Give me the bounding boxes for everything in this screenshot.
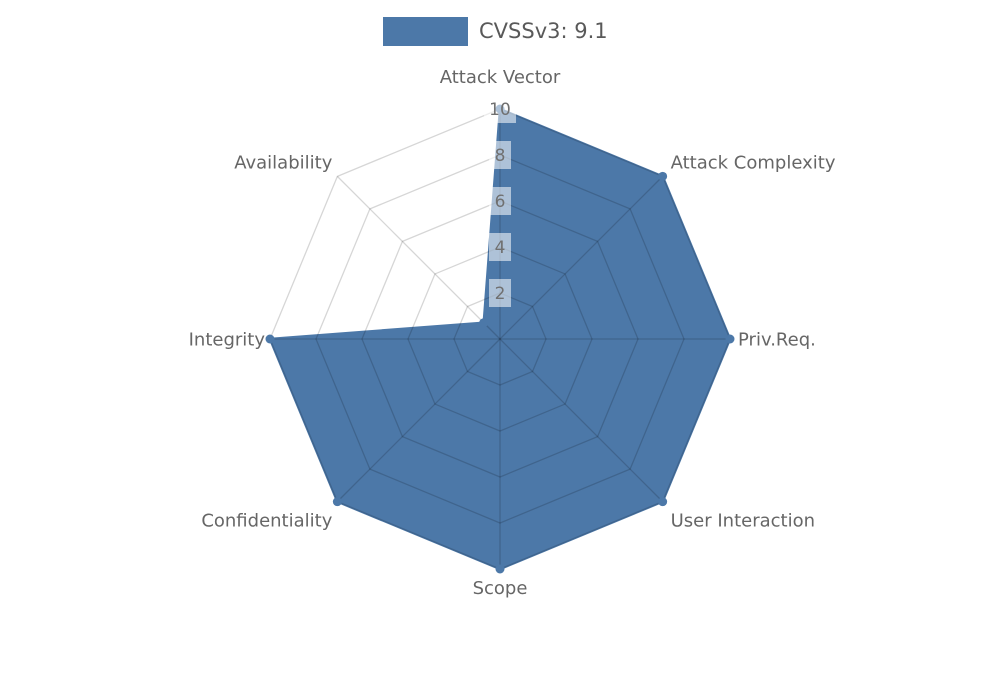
tick-label-2: 2 [495,284,506,304]
axis-label-priv-req: Priv.Req. [738,330,816,351]
grid-ring-6 [361,200,639,478]
axis-label-user-interaction: User Interaction [671,511,815,532]
legend-swatch [383,16,468,46]
tick-box-4 [489,233,511,261]
axis-label-integrity: Integrity [189,330,266,351]
data-point-scope [495,564,505,574]
data-point-confidentiality [332,497,342,507]
axis-label-attack-complexity: Attack Complexity [671,152,836,173]
tick-box-10 [484,95,516,123]
tick-box-6 [489,187,511,215]
grid-ring-8 [315,154,685,524]
axis-label-scope: Scope [473,578,528,599]
legend: CVSSv3: 9.1 [383,16,608,46]
legend-label: CVSSv3: 9.1 [479,19,608,43]
tick-label-8: 8 [495,146,506,166]
axis-label-attack-vector: Attack Vector [440,67,561,88]
axis-spoke-availability [336,175,501,340]
data-point-attack-complexity [658,171,668,181]
data-point-user-interaction [658,497,668,507]
axis-label-availability: Availability [234,152,332,173]
axis-spoke-user-interaction [499,338,664,503]
grid-ring-4 [407,246,593,432]
tick-label-4: 4 [495,238,506,258]
axis-spoke-confidentiality [336,338,501,503]
axis-spoke-attack-complexity [499,175,664,340]
tick-box-2 [489,279,511,307]
tick-label-6: 6 [495,192,506,212]
grid-ring-2 [453,292,547,386]
tick-box-8 [489,141,511,169]
data-point-availability [479,318,489,328]
data-point-priv-req [725,334,735,344]
tick-label-10: 10 [489,100,511,120]
axis-label-confidentiality: Confidentiality [201,511,332,532]
data-point-integrity [265,334,275,344]
